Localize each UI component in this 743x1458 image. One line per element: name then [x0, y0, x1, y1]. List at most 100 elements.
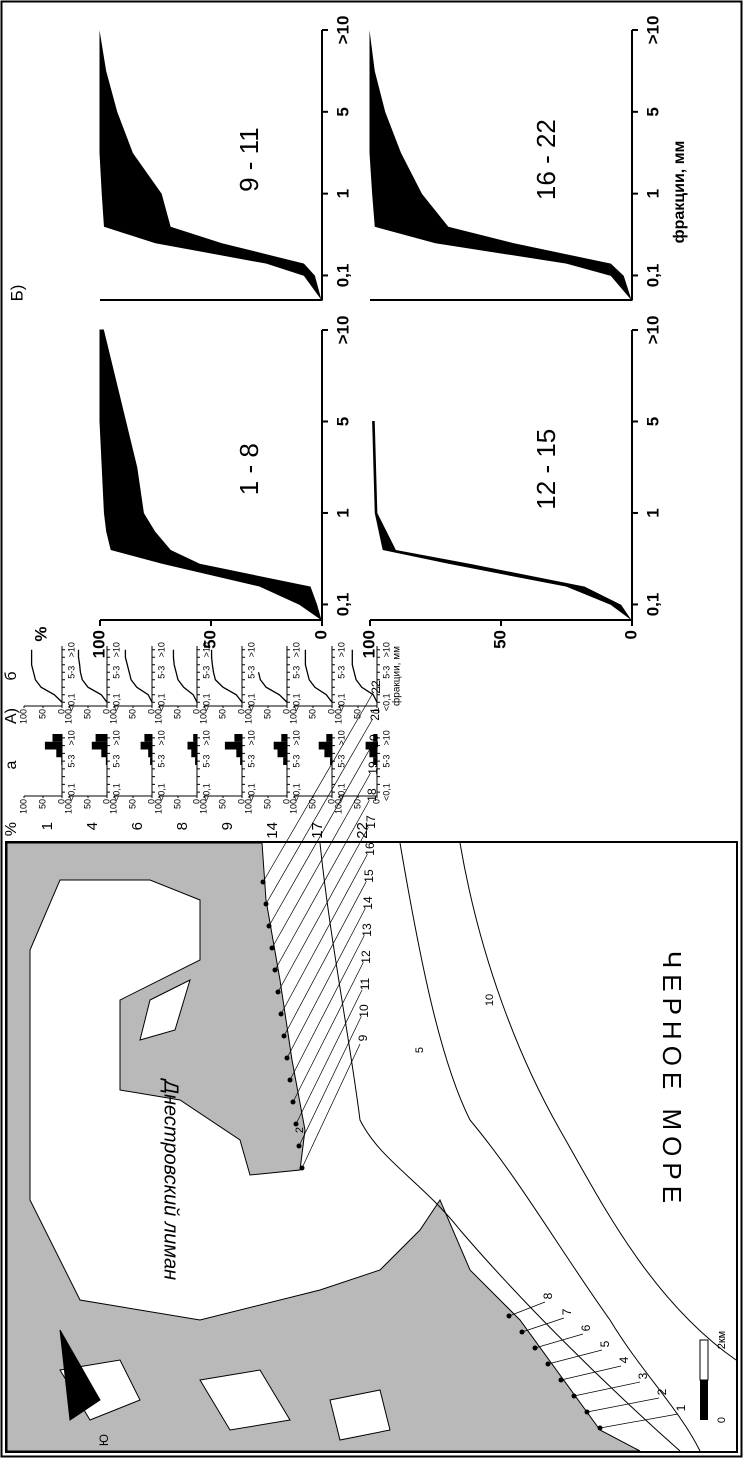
bar [191, 749, 198, 758]
station-point [263, 901, 269, 907]
x-tick-label: <0,1 [336, 783, 346, 801]
bar [105, 757, 108, 765]
y-tick-label: 0 [371, 799, 381, 804]
station-label: 6 [579, 1324, 593, 1331]
x-tick-label: 0,1 [333, 593, 352, 617]
station-point [299, 1165, 305, 1171]
scale-bar [699, 1339, 709, 1381]
bar [373, 734, 378, 742]
station-point [506, 1313, 512, 1319]
station-point [272, 967, 278, 973]
station-label: 3 [636, 1372, 650, 1379]
x-tick-label: >10 [381, 642, 391, 657]
bar [373, 757, 378, 765]
station-label: 14 [361, 896, 375, 910]
x-tick-label: <0,1 [381, 693, 391, 711]
panel-label: Б) [7, 285, 26, 302]
y-tick-label: 0 [236, 799, 246, 804]
x-tick-label: 5-3 [291, 666, 301, 679]
station-leader [271, 773, 371, 949]
station-label: 9 [219, 822, 236, 830]
station-leader [547, 1349, 603, 1365]
x-tick-label: >10 [246, 730, 256, 745]
station-label: 6 [129, 822, 146, 830]
panel-title: 12 - 15 [531, 429, 561, 510]
x-tick-label: 1 [333, 189, 352, 198]
bar [52, 734, 62, 742]
x-tick-label: <0,1 [291, 783, 301, 801]
x-tick-label: 5-3 [246, 666, 256, 679]
y-tick-label: 50 [37, 709, 47, 719]
station-label: 17 [364, 815, 378, 829]
bar [318, 741, 333, 750]
y-tick-label: 0 [281, 709, 291, 714]
bar [195, 757, 198, 765]
y-tick-label: 100 [359, 630, 378, 658]
x-tick-label: >10 [156, 642, 166, 657]
station-leader [262, 692, 374, 883]
y-tick-label: 0 [326, 709, 336, 714]
x-tick-label: >10 [336, 642, 346, 657]
station-point [296, 1143, 302, 1149]
station-point [293, 1121, 299, 1127]
y-tick-label: 0 [56, 709, 66, 714]
bar [44, 741, 63, 750]
y-tick-label: 50 [352, 799, 362, 809]
x-tick-label: >10 [111, 642, 121, 657]
x-tick-label: 0,1 [643, 593, 662, 617]
station-label: 22 [354, 822, 371, 839]
y-tick-label: 100 [288, 799, 298, 814]
y-tick-label: 100 [63, 709, 73, 724]
sea-label: ЧЕРНОЕ МОРЕ [657, 951, 687, 1209]
y-tick-label: 100 [89, 630, 108, 658]
y-tick-label: 0 [101, 709, 111, 714]
station-label: 8 [174, 822, 191, 830]
x-tick-label: <0,1 [66, 693, 76, 711]
y-tick-label: 50 [490, 630, 509, 649]
x-tick-label: 5-3 [291, 755, 301, 768]
x-tick-label: >10 [66, 642, 76, 657]
isobath-label: 10 [484, 994, 496, 1006]
station-label: 2 [655, 1388, 669, 1395]
y-tick-label: 0 [191, 799, 201, 804]
y-tick-label: 100 [63, 799, 73, 814]
station-label: 10 [357, 1004, 371, 1018]
y-tick-label: 100 [243, 709, 253, 724]
station-point [290, 1099, 296, 1105]
band-area [103, 329, 323, 621]
y-tick-label: 50 [127, 799, 137, 809]
x-tick-label: <0,1 [336, 693, 346, 711]
station-point [558, 1377, 564, 1383]
x-tick-label: >10 [156, 730, 166, 745]
bar [324, 749, 332, 758]
x-tick-label: >10 [333, 316, 352, 345]
y-tick-label: 100 [243, 799, 253, 814]
y-tick-label: 0 [621, 630, 640, 639]
x-label: фракции, мм [671, 141, 688, 244]
station-leader [268, 746, 372, 927]
x-tick-label: <0,1 [156, 783, 166, 801]
cumulative-line [77, 649, 108, 703]
x-tick-label: >10 [643, 316, 662, 345]
bar [101, 749, 108, 758]
x-tick-label: 5-3 [201, 666, 211, 679]
x-tick-label: 5-3 [246, 755, 256, 768]
y-tick-label: 0 [236, 709, 246, 714]
x-tick-label: 5 [333, 417, 352, 426]
station-label: 9 [356, 1034, 370, 1041]
station-label: 15 [362, 869, 376, 883]
station-leader [295, 989, 363, 1125]
isobath [399, 842, 701, 1452]
bar [144, 734, 152, 742]
y-tick-label: 100 [18, 709, 28, 724]
y-tick-label: 50 [352, 709, 362, 719]
x-tick-label: >10 [336, 730, 346, 745]
x-tick-label: 5 [643, 107, 662, 116]
station-label: 7 [560, 1308, 574, 1315]
x-tick-label: <0,1 [201, 693, 211, 711]
station-leader [283, 881, 367, 1037]
band-area [369, 29, 633, 301]
column-label: а [3, 760, 20, 769]
station-label: 13 [360, 923, 374, 937]
